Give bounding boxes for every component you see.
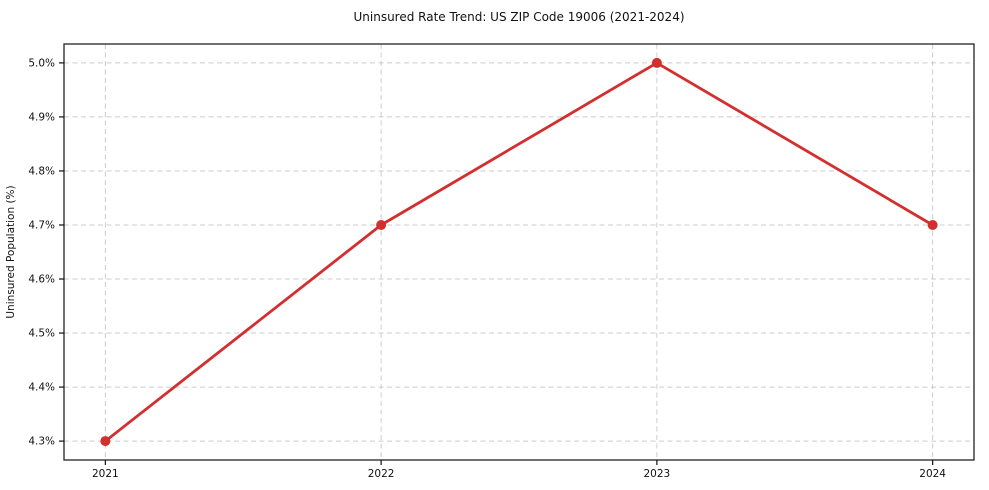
x-tick-label: 2021 [92,468,119,480]
x-tick-label: 2023 [644,468,671,480]
y-tick-label: 4.3% [28,436,55,448]
x-tick-label: 2022 [368,468,395,480]
data-line [103,61,935,443]
data-point [100,436,111,447]
data-point [376,219,387,230]
y-tick-label: 4.6% [28,274,55,286]
y-tick-label: 4.8% [28,165,55,177]
gridlines [64,44,974,460]
tick-labels: 4.3% 4.4% 4.5% 4.6% 4.7% 4.8% 4.9% 5.0% 2021 2022… [28,57,946,480]
data-series [100,57,938,447]
y-axis-label: Uninsured Population (%) [5,185,17,318]
y-tick-label: 4.4% [28,382,55,394]
data-point [927,219,938,230]
x-tick-label: 2024 [919,468,946,480]
y-tick-label: 4.9% [28,111,55,123]
y-tick-label: 4.5% [28,328,55,340]
data-point [651,57,662,68]
y-tick-label: 5.0% [28,57,55,69]
y-tick-label: 4.7% [28,219,55,231]
axis-ticks [59,62,934,465]
chart-title: Uninsured Rate Trend: US ZIP Code 19006 … [353,10,684,24]
plot-area-border [63,43,975,461]
